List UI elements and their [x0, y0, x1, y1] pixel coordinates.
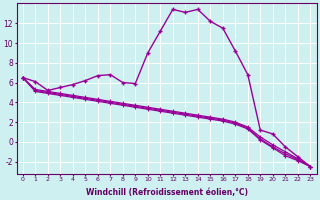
X-axis label: Windchill (Refroidissement éolien,°C): Windchill (Refroidissement éolien,°C) [85, 188, 248, 197]
